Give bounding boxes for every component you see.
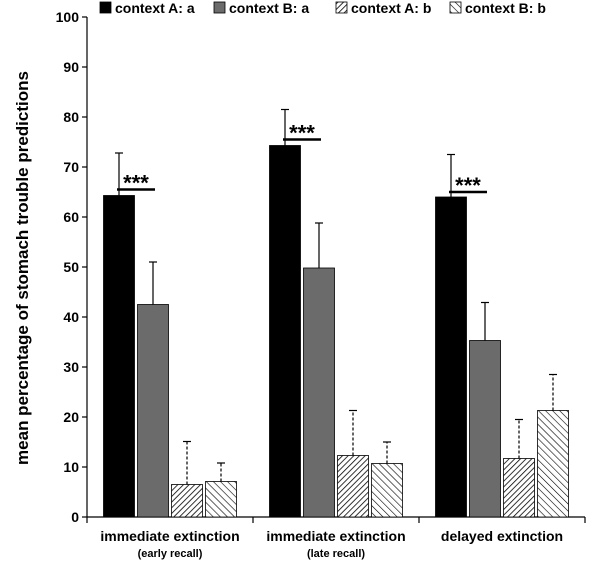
legend-label: context B: a <box>229 0 309 16</box>
x-category-sublabel: (early recall) <box>138 548 203 560</box>
bar-context-b-b-0 <box>205 481 237 518</box>
x-category-sublabel: (late recall) <box>307 548 365 560</box>
legend-swatch <box>335 1 348 14</box>
plot-area: 0 10 20 30 40 50 60 70 80 90 100 immediate extincti… <box>56 9 586 560</box>
legend: context A: a context B: a context A: b cont… <box>99 0 546 16</box>
significance-label: *** <box>123 171 149 196</box>
y-tick-label: 60 <box>63 209 79 225</box>
legend-swatch <box>449 1 462 14</box>
bar-context-b-a-2 <box>469 340 501 518</box>
legend-swatch <box>99 1 112 14</box>
bar-context-a-b-1 <box>337 455 369 518</box>
bar-context-b-b-1 <box>371 463 403 518</box>
y-tick-label: 50 <box>63 259 79 275</box>
y-tick-label: 100 <box>56 9 80 25</box>
bar-context-a-b-0 <box>171 484 203 518</box>
y-tick-label: 10 <box>63 459 79 475</box>
legend-label: context A: b <box>351 0 431 16</box>
y-tick-label: 20 <box>63 409 79 425</box>
y-tick-label: 30 <box>63 359 79 375</box>
y-tick-label: 0 <box>71 509 79 525</box>
x-category-label: delayed extinction <box>441 528 563 544</box>
x-category-label: immediate extinction <box>100 528 239 544</box>
legend-label: context B: b <box>465 0 546 16</box>
bar-context-b-a-0 <box>137 304 169 518</box>
bar-context-a-a-0 <box>103 195 135 518</box>
bar-context-a-a-1 <box>269 145 301 518</box>
y-tick-label: 80 <box>63 109 79 125</box>
y-tick-label: 70 <box>63 159 79 175</box>
y-tick-label: 40 <box>63 309 79 325</box>
legend-label: context A: a <box>115 0 195 16</box>
bar-context-b-b-2 <box>537 410 569 518</box>
significance-label: *** <box>289 121 315 146</box>
y-axis-label: mean percentage of stomach trouble predi… <box>13 71 32 465</box>
bar-context-a-a-2 <box>435 196 467 518</box>
bar-context-b-a-1 <box>303 267 335 518</box>
y-tick-label: 90 <box>63 59 79 75</box>
legend-swatch <box>213 1 226 14</box>
bar-context-a-b-2 <box>503 458 535 518</box>
x-category-label: immediate extinction <box>266 528 405 544</box>
significance-label: *** <box>455 173 481 198</box>
